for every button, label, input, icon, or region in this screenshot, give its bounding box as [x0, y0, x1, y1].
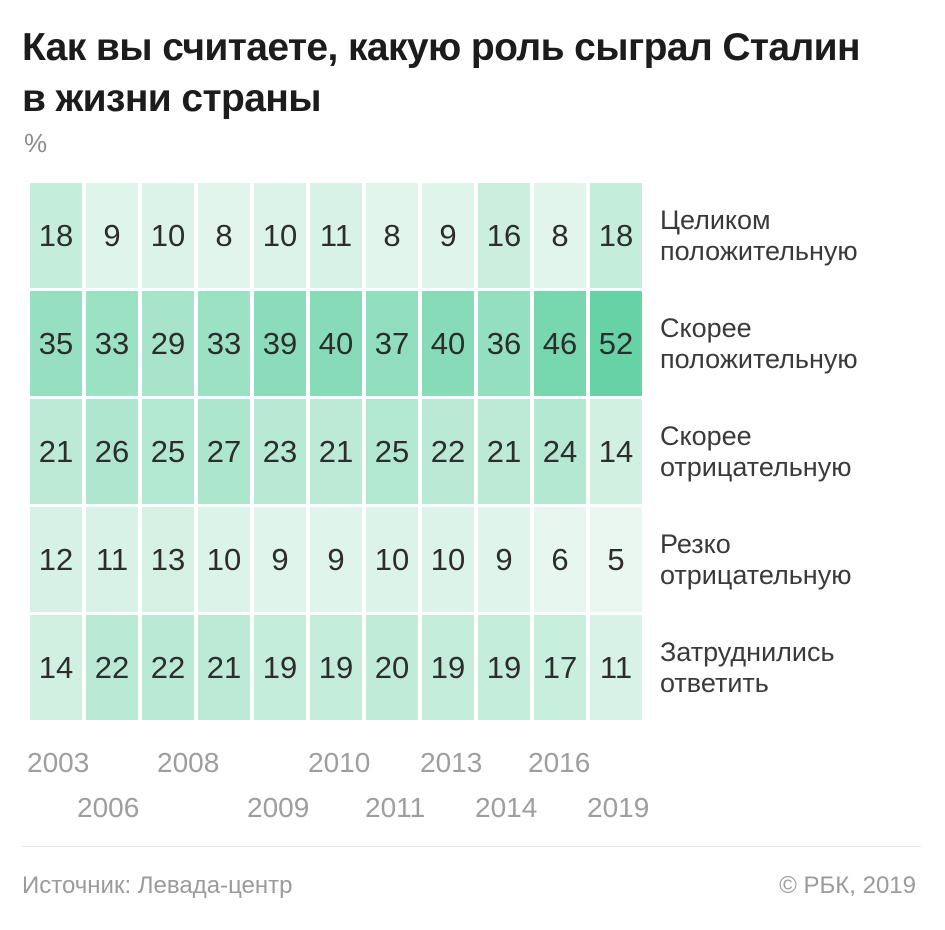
year-label: 2016	[528, 747, 591, 778]
row-label: Резко отрицательную	[660, 507, 940, 612]
chart-title-line-2: в жизни страны	[22, 77, 322, 120]
heatmap-cell: 22	[86, 615, 138, 720]
row-label-line: Скорее	[660, 420, 752, 451]
year-label: 2014	[475, 792, 538, 823]
heatmap-cell: 25	[366, 399, 418, 504]
copyright-credit: © РБК, 2019	[779, 872, 916, 899]
year-label: 2011	[365, 792, 426, 823]
heatmap-cell: 39	[254, 291, 306, 396]
row-label: Целиком положительную	[660, 183, 940, 288]
heatmap-cell: 8	[198, 183, 250, 288]
heatmap-cell: 22	[422, 399, 474, 504]
heatmap-cell: 14	[590, 399, 642, 504]
heatmap-cell: 26	[86, 399, 138, 504]
heatmap-cell: 9	[254, 507, 306, 612]
row-label: Скорее отрицательную	[660, 399, 940, 504]
row-label-line: Скорее	[660, 312, 752, 343]
year-label: 2003	[27, 747, 90, 778]
heatmap-cell: 10	[422, 507, 474, 612]
heatmap-cell: 21	[478, 399, 530, 504]
heatmap-cell: 11	[310, 183, 362, 288]
row-label-line: Затруднились	[660, 636, 835, 667]
heatmap-cell: 16	[478, 183, 530, 288]
heatmap-cell: 27	[198, 399, 250, 504]
heatmap-cell: 23	[254, 399, 306, 504]
heatmap-cell: 19	[478, 615, 530, 720]
heatmap-cell: 33	[198, 291, 250, 396]
heatmap-cell: 8	[366, 183, 418, 288]
heatmap-cell: 19	[310, 615, 362, 720]
heatmap-cell: 10	[142, 183, 194, 288]
footer-divider	[22, 846, 921, 847]
row-label-line: Целиком	[660, 204, 771, 235]
heatmap-cell: 25	[142, 399, 194, 504]
heatmap-cell: 9	[422, 183, 474, 288]
heatmap-cell: 10	[366, 507, 418, 612]
percent-unit-label: %	[24, 128, 48, 158]
heatmap-cell: 10	[198, 507, 250, 612]
heatmap-cell: 24	[534, 399, 586, 504]
row-label-line: положительную	[660, 235, 858, 266]
heatmap-cell: 19	[254, 615, 306, 720]
row-label: Затруднились ответить	[660, 615, 940, 720]
heatmap-cell: 37	[366, 291, 418, 396]
heatmap-cell: 20	[366, 615, 418, 720]
heatmap-cell: 14	[30, 615, 82, 720]
heatmap-cell: 12	[30, 507, 82, 612]
year-label: 2010	[308, 747, 371, 778]
year-label: 2008	[157, 747, 220, 778]
heatmap-cell: 11	[590, 615, 642, 720]
year-label: 2013	[420, 747, 483, 778]
heatmap-cell: 18	[30, 183, 82, 288]
heatmap-cell: 8	[534, 183, 586, 288]
row-label-line: положительную	[660, 343, 858, 374]
heatmap-cell: 22	[142, 615, 194, 720]
heatmap-cell: 35	[30, 291, 82, 396]
heatmap-cell: 52	[590, 291, 642, 396]
heatmap-cell: 10	[254, 183, 306, 288]
heatmap-grid: 18 9 10 8 10 11 8 9 16 8 18 35 33 29 33 39 40 37 40 36 46 52 2…	[30, 183, 642, 720]
heatmap-cell: 19	[422, 615, 474, 720]
heatmap-cell: 46	[534, 291, 586, 396]
heatmap-cell: 21	[30, 399, 82, 504]
heatmap-cell: 40	[422, 291, 474, 396]
heatmap-cell: 17	[534, 615, 586, 720]
heatmap-cell: 5	[590, 507, 642, 612]
source-credit: Источник: Левада-центр	[22, 872, 293, 899]
row-label-line: Резко	[660, 528, 731, 559]
year-label: 2019	[587, 792, 650, 823]
row-label-line: ответить	[660, 667, 769, 698]
row-label-line: отрицательную	[660, 559, 852, 590]
chart-title-line-1: Как вы считаете, какую роль сыграл Стали…	[22, 26, 861, 69]
heatmap-cell: 40	[310, 291, 362, 396]
heatmap-cell: 11	[86, 507, 138, 612]
heatmap-cell: 36	[478, 291, 530, 396]
heatmap-cell: 21	[310, 399, 362, 504]
heatmap-cell: 13	[142, 507, 194, 612]
heatmap-cell: 9	[310, 507, 362, 612]
heatmap-cell: 21	[198, 615, 250, 720]
heatmap-cell: 9	[478, 507, 530, 612]
year-label: 2006	[77, 792, 140, 823]
row-label-line: отрицательную	[660, 451, 852, 482]
heatmap-cell: 6	[534, 507, 586, 612]
heatmap-cell: 18	[590, 183, 642, 288]
chart-title: Как вы считаете, какую роль сыграл Стали…	[22, 22, 861, 124]
year-label: 2009	[247, 792, 310, 823]
heatmap-cell: 33	[86, 291, 138, 396]
row-label: Скорее положительную	[660, 291, 940, 396]
heatmap-cell: 29	[142, 291, 194, 396]
heatmap-cell: 9	[86, 183, 138, 288]
